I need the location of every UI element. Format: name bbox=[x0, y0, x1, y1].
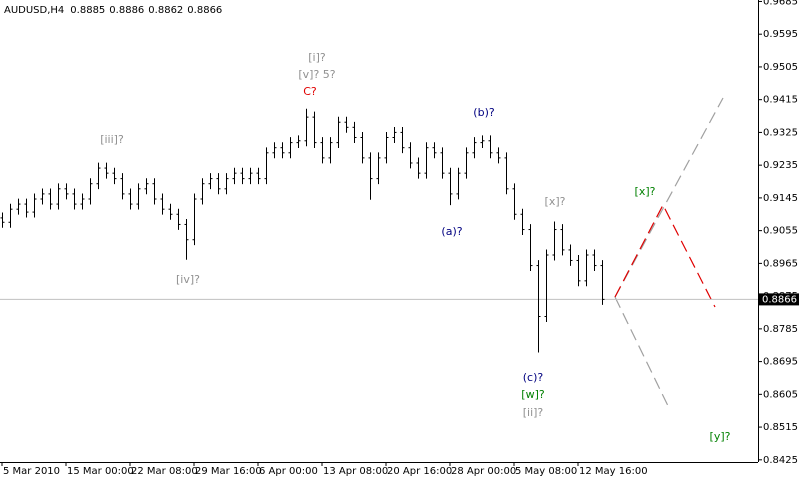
y-tick-label: 0.9055 bbox=[763, 226, 798, 237]
bars bbox=[0, 108, 605, 353]
y-tick-label: 0.9235 bbox=[763, 160, 798, 171]
y-tick-label: 0.9145 bbox=[763, 193, 798, 204]
y-tick-label: 0.8785 bbox=[763, 324, 798, 335]
last-close: 0.8866 bbox=[187, 5, 222, 16]
wave-label: [i]? bbox=[308, 51, 326, 64]
wave-label: (a)? bbox=[441, 225, 462, 238]
wave-label: [ii]? bbox=[523, 406, 544, 419]
last-open: 0.8885 bbox=[70, 5, 105, 16]
projection bbox=[614, 97, 724, 411]
wave-label: (c)? bbox=[523, 371, 544, 384]
y-tick-label: 0.9595 bbox=[763, 29, 798, 40]
wave-label: [w]? bbox=[521, 388, 545, 401]
x-tick-label: 5 Mar 2010 bbox=[3, 466, 60, 477]
wave-label: [v]? 5? bbox=[298, 68, 335, 81]
wave-label: (b)? bbox=[473, 106, 495, 119]
y-tick-label: 0.8965 bbox=[763, 258, 798, 269]
y-tick-label: 0.8425 bbox=[763, 455, 798, 466]
projection-path bbox=[614, 203, 716, 308]
y-tick-label: 0.9505 bbox=[763, 62, 798, 73]
wave-label: [y]? bbox=[710, 430, 731, 443]
current-price-label: 0.8866 bbox=[762, 294, 797, 305]
x-tick-label: 13 Apr 08:00 bbox=[323, 466, 388, 477]
x-tick-label: 5 May 08:00 bbox=[515, 466, 577, 477]
wave-label: C? bbox=[303, 85, 317, 98]
x-tick-label: 20 Apr 16:00 bbox=[387, 466, 452, 477]
last-high: 0.8886 bbox=[109, 5, 144, 16]
wave-label: [x]? bbox=[545, 195, 566, 208]
chart-header: AUDUSD,H4 0.8885 0.8886 0.8862 0.8866 bbox=[4, 5, 222, 16]
wave-label: [iii]? bbox=[100, 133, 124, 146]
symbol-title: AUDUSD,H4 bbox=[4, 5, 64, 16]
y-tick-label: 0.9325 bbox=[763, 127, 798, 138]
x-tick-label: 28 Apr 00:00 bbox=[451, 466, 516, 477]
y-tick-label: 0.9685 bbox=[763, 0, 798, 7]
x-tick-label: 12 May 16:00 bbox=[579, 466, 648, 477]
projection-line bbox=[614, 296, 671, 411]
x-tick-label: 15 Mar 00:00 bbox=[67, 466, 134, 477]
y-tick-label: 0.9415 bbox=[763, 95, 798, 106]
wave-label: [x]? bbox=[635, 185, 656, 198]
wave-label: [iv]? bbox=[176, 273, 200, 286]
y-tick-label: 0.8605 bbox=[763, 389, 798, 400]
x-tick-label: 29 Mar 16:00 bbox=[195, 466, 262, 477]
y-tick-label: 0.8515 bbox=[763, 422, 798, 433]
y-tick-label: 0.8695 bbox=[763, 357, 798, 368]
last-low: 0.8862 bbox=[148, 5, 183, 16]
current-price-box bbox=[759, 293, 799, 306]
x-tick-label: 6 Apr 00:00 bbox=[259, 466, 318, 477]
x-tick-label: 22 Mar 08:00 bbox=[131, 466, 198, 477]
projection-line bbox=[614, 97, 724, 298]
